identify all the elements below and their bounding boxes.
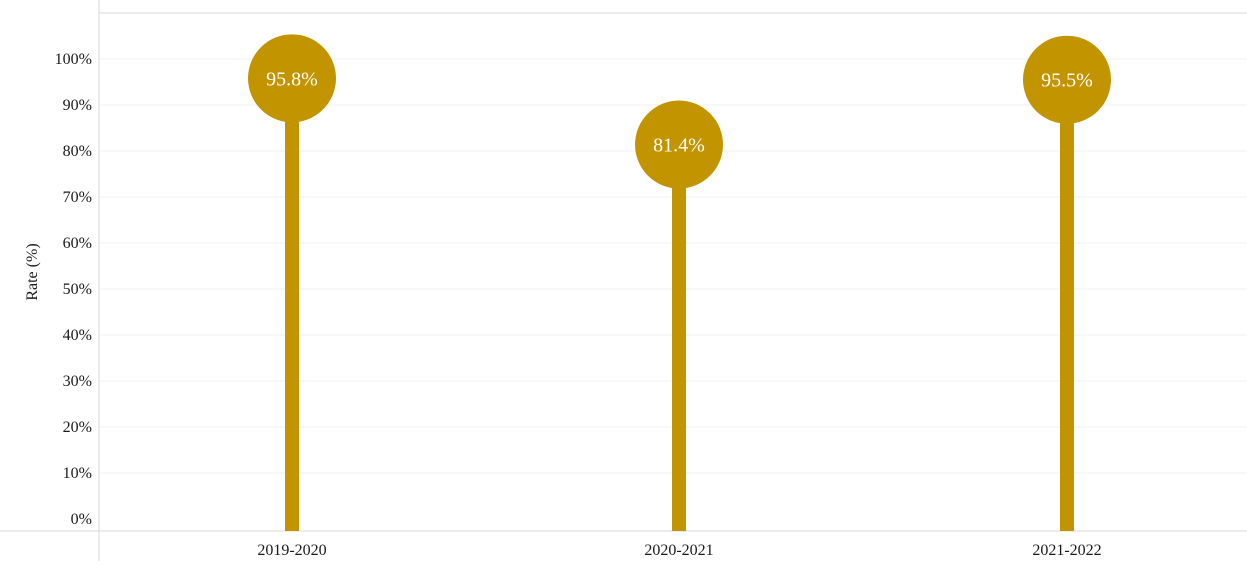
y-tick-labels: 0% 10% 20% 30% 40% 50% 60% 70% 80% 90% 100% [55, 51, 92, 528]
y-tick-label: 10% [63, 465, 92, 482]
y-tick-label: 0% [71, 511, 92, 528]
lollipop-stem [285, 78, 299, 531]
lollipop-marks: 95.8% 81.4% 95.5% [248, 34, 1111, 531]
y-tick-label: 90% [63, 97, 92, 114]
x-category-label: 2020-2021 [644, 542, 713, 559]
y-tick-label: 30% [63, 373, 92, 390]
x-category-label: 2021-2022 [1032, 542, 1101, 559]
y-tick-label: 70% [63, 189, 92, 206]
data-label: 95.5% [1041, 70, 1093, 92]
x-category-label: 2019-2020 [257, 542, 326, 559]
x-category-labels: 2019-2020 2020-2021 2021-2022 [257, 542, 1101, 559]
lollipop-head [635, 100, 723, 189]
y-tick-label: 80% [63, 143, 92, 160]
y-tick-label: 60% [63, 235, 92, 252]
lollipop-head [1023, 35, 1111, 124]
y-axis-title: Rate (%) [24, 243, 41, 300]
data-label: 95.8% [266, 68, 318, 90]
y-tick-label: 40% [63, 327, 92, 344]
lollipop-stem [1060, 79, 1074, 531]
data-label: 81.4% [653, 135, 705, 157]
lollipop-head [248, 34, 336, 123]
lollipop-stem [672, 144, 686, 531]
y-tick-label: 50% [63, 281, 92, 298]
y-tick-label: 20% [63, 419, 92, 436]
y-tick-label: 100% [55, 51, 92, 68]
